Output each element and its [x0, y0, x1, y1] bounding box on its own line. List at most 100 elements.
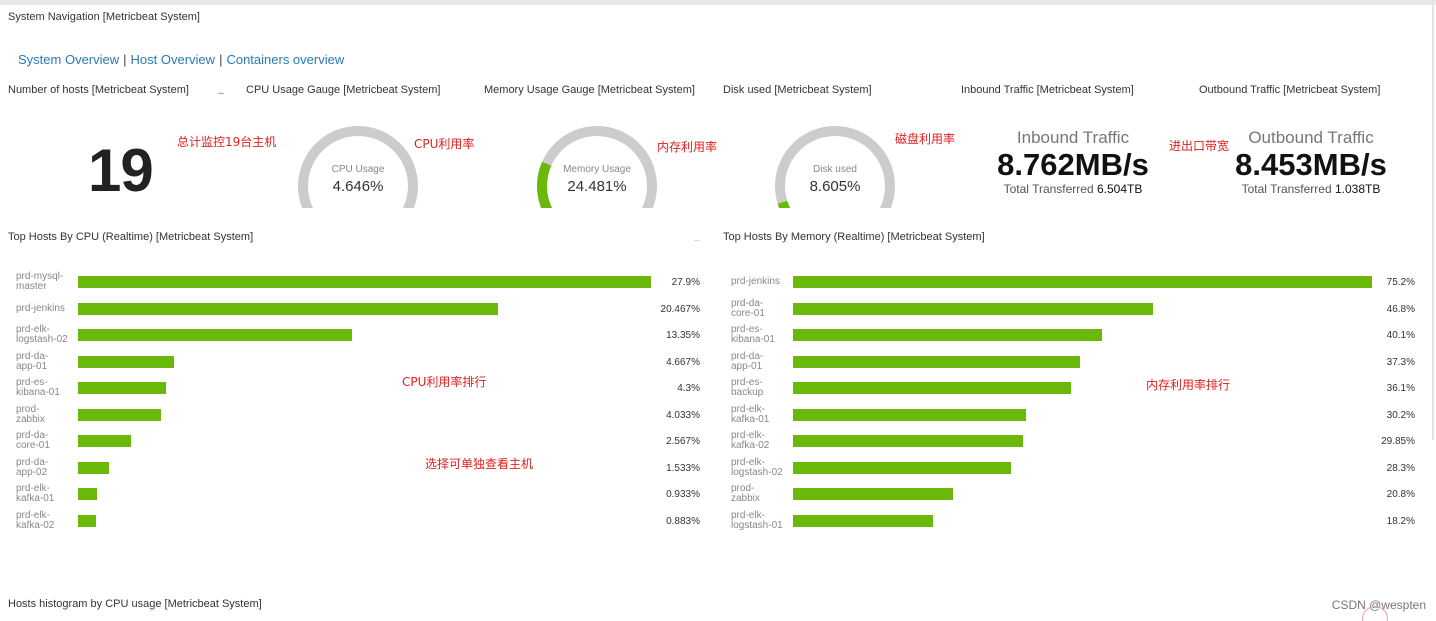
host-bar-row[interactable]: prd-es-backup 36.1%	[731, 378, 1415, 404]
host-value: 13.35%	[666, 330, 700, 341]
host-bar[interactable]	[78, 355, 174, 368]
panel-options-icon[interactable]: ...	[218, 86, 224, 97]
host-value: 20.467%	[660, 303, 700, 315]
host-label[interactable]: prd-es-kibana-01	[16, 378, 76, 398]
host-label-line: prd-da-	[731, 297, 764, 309]
host-label[interactable]: prd-es-backup	[731, 378, 791, 398]
host-bar-row[interactable]: prd-da-app-01 37.3%	[731, 351, 1415, 378]
host-bar[interactable]	[793, 355, 1081, 368]
gauge-track	[298, 126, 418, 208]
host-bar[interactable]	[793, 488, 954, 500]
host-label[interactable]: prod-zabbix	[16, 404, 76, 425]
host-bar-row[interactable]: prd-elk-kafka-01 30.2%	[731, 404, 1415, 431]
host-bar-row[interactable]: prd-es-kibana-01 40.1%	[731, 325, 1415, 351]
host-bar[interactable]	[78, 408, 161, 421]
host-label[interactable]: prd-da-app-01	[731, 351, 791, 372]
host-bar-row[interactable]: prd-jenkins 20.467%	[16, 299, 700, 325]
memory-gauge-panel-title: Memory Usage Gauge [Metricbeat System]	[484, 84, 695, 96]
host-bar[interactable]	[793, 435, 1023, 447]
histogram-panel-title: Hosts histogram by CPU usage [Metricbeat…	[8, 598, 262, 610]
host-bar-row[interactable]: prd-mysql-master 27.9%	[16, 272, 700, 298]
host-bar[interactable]	[793, 514, 934, 527]
host-label-line: prd-es-	[16, 377, 48, 388]
host-bar-row[interactable]: prd-da-core-01 2.567%	[16, 431, 700, 457]
host-label[interactable]: prd-elk-kafka-02	[731, 431, 791, 451]
host-bar-row[interactable]: prd-elk-logstash-02 28.3%	[731, 456, 1415, 484]
scrollbar-track[interactable]	[1432, 0, 1434, 440]
nav-containers-overview-link[interactable]: Containers overview	[226, 52, 345, 67]
disk-used-gauge: Disk used 8.605%	[773, 124, 897, 208]
host-label-line: kafka-02	[731, 440, 770, 451]
host-label-line: app-01	[731, 360, 763, 372]
host-bar-row[interactable]: prod-zabbix 4.033%	[16, 404, 700, 431]
host-bar[interactable]	[78, 329, 353, 341]
host-label-line: kafka-01	[731, 413, 770, 425]
host-bar-row[interactable]: prd-es-kibana-01 4.3%	[16, 378, 700, 404]
host-label-line: master	[16, 281, 47, 292]
host-value: 36.1%	[1386, 383, 1415, 394]
host-bar-row[interactable]: prod-zabbix 20.8%	[731, 484, 1415, 510]
host-value: 46.8%	[1386, 303, 1415, 315]
host-bar-row[interactable]: prd-da-app-02 1.533%	[16, 457, 700, 484]
host-bar[interactable]	[78, 514, 97, 527]
gauge-arc	[298, 126, 418, 208]
host-label[interactable]: prd-jenkins	[731, 277, 791, 287]
host-bar-row[interactable]: prd-elk-kafka-02 0.883%	[16, 510, 700, 537]
host-bar-row[interactable]: prd-da-core-01 46.8%	[731, 297, 1415, 325]
host-label-line: logstash-02	[16, 334, 68, 345]
gauge-fill	[777, 200, 791, 208]
annotation-memory: 内存利用率	[657, 140, 718, 154]
host-label[interactable]: prd-da-core-01	[731, 297, 791, 319]
host-bar[interactable]	[78, 382, 167, 394]
host-bar[interactable]	[793, 302, 1154, 315]
traffic-value: 8.762MB/s	[997, 147, 1149, 182]
host-bar[interactable]	[793, 276, 1372, 288]
host-label[interactable]: prd-da-core-01	[16, 431, 76, 451]
host-label[interactable]: prd-elk-logstash-01	[731, 510, 791, 531]
host-bar[interactable]	[78, 461, 110, 474]
host-label-line: kibana-01	[16, 387, 60, 398]
host-label-line: core-01	[16, 440, 50, 451]
host-label[interactable]: prd-elk-kafka-01	[731, 404, 791, 425]
host-bar-row[interactable]: prd-elk-kafka-01 0.933%	[16, 484, 700, 510]
host-bar-row[interactable]: prd-da-app-01 4.667%	[16, 351, 700, 378]
host-bar[interactable]	[793, 382, 1071, 394]
host-label[interactable]: prd-elk-logstash-02	[731, 456, 791, 478]
host-bar[interactable]	[793, 329, 1102, 341]
dashboard-nav: System Overview | Host Overview | Containers…	[18, 52, 344, 67]
nav-host-overview-link[interactable]: Host Overview	[130, 52, 216, 67]
panel-options-icon[interactable]: ...	[694, 233, 700, 244]
inbound-traffic-metric: Inbound Traffic 8.762MB/s Total Transfer…	[978, 128, 1168, 196]
host-label[interactable]: prd-elk-kafka-01	[16, 484, 76, 504]
host-value: 18.2%	[1386, 515, 1415, 527]
nav-system-overview-link[interactable]: System Overview	[18, 52, 120, 67]
host-value: 2.567%	[666, 436, 700, 447]
host-value: 40.1%	[1386, 330, 1415, 341]
host-label[interactable]: prd-da-app-01	[16, 351, 76, 372]
host-bar[interactable]	[78, 276, 651, 288]
host-label[interactable]: prd-elk-kafka-02	[16, 510, 76, 531]
host-bar-row[interactable]: prd-elk-logstash-01 18.2%	[731, 510, 1415, 537]
nav-separator: |	[123, 52, 127, 67]
host-label-line: prd-elk-	[731, 456, 765, 468]
host-label[interactable]: prd-elk-logstash-02	[16, 325, 76, 345]
host-bar[interactable]	[78, 435, 131, 447]
host-label[interactable]: prd-es-kibana-01	[731, 325, 791, 345]
host-bar[interactable]	[793, 461, 1011, 474]
cpu-gauge-panel-title: CPU Usage Gauge [Metricbeat System]	[246, 84, 441, 96]
host-label[interactable]: prod-zabbix	[731, 484, 791, 504]
host-bar-row[interactable]: prd-jenkins 75.2%	[731, 272, 1415, 298]
host-bar[interactable]	[793, 408, 1026, 421]
host-label-line: kafka-02	[16, 519, 55, 531]
host-label-line: prd-da-	[16, 430, 49, 441]
annotation-disk: 磁盘利用率	[895, 132, 956, 146]
host-bar-row[interactable]: prd-elk-logstash-02 13.35%	[16, 325, 700, 351]
host-bar[interactable]	[78, 302, 499, 315]
host-label[interactable]: prd-mysql-master	[16, 272, 76, 292]
host-value: 4.033%	[666, 409, 700, 421]
host-bar[interactable]	[78, 488, 98, 500]
host-bar-row[interactable]: prd-elk-kafka-02 29.85%	[731, 431, 1415, 457]
host-label[interactable]: prd-da-app-02	[16, 457, 76, 478]
host-label[interactable]: prd-jenkins	[16, 303, 76, 314]
traffic-value: 8.453MB/s	[1235, 147, 1387, 182]
